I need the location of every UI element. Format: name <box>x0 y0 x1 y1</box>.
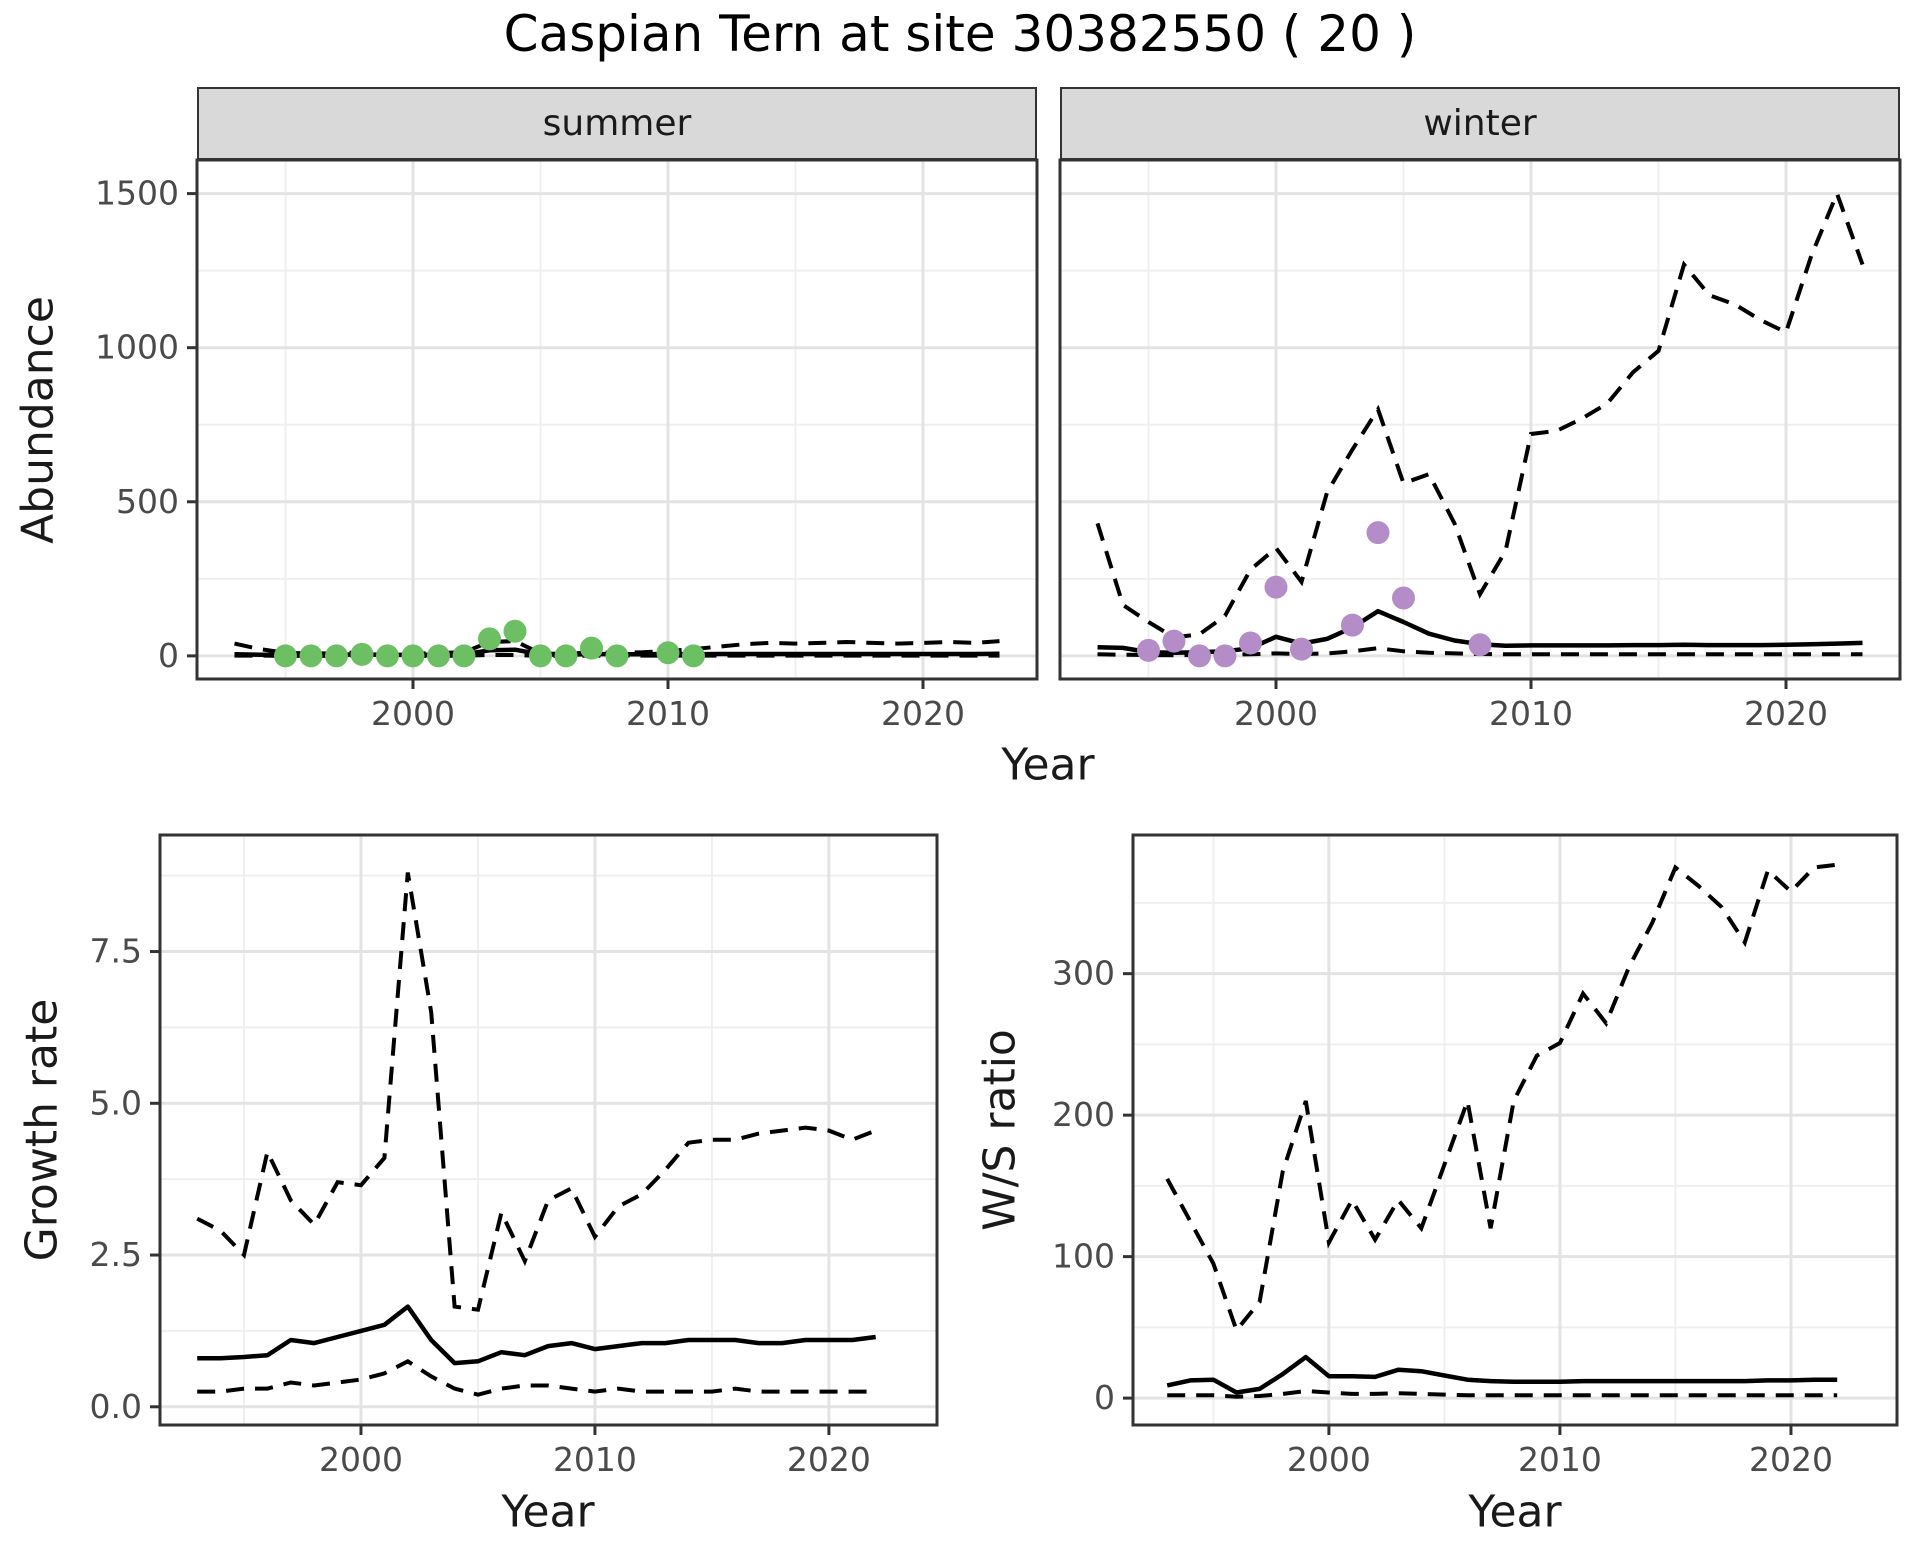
y-axis-title-abundance: Abundance <box>12 296 64 544</box>
series-upper-ci <box>196 872 877 1312</box>
data-point-summer <box>656 641 680 665</box>
data-point-winter <box>1340 613 1364 637</box>
data-point-summer <box>579 636 603 660</box>
y-tick-label: 0 <box>158 636 179 675</box>
data-point-winter <box>1238 631 1262 655</box>
y-tick-label: 1500 <box>95 174 179 213</box>
y-tick-label: 7.5 <box>90 932 142 971</box>
x-tick-label: 2020 <box>1744 694 1828 733</box>
data-point-summer <box>273 644 297 668</box>
data-point-summer <box>528 644 552 668</box>
data-point-summer <box>324 644 348 668</box>
data-point-winter <box>1289 637 1313 661</box>
x-tick-label: 2010 <box>1518 1440 1602 1479</box>
facet-strip-summer-label: summer <box>542 103 692 144</box>
x-tick-label: 2000 <box>319 1440 403 1479</box>
data-point-summer <box>605 644 629 668</box>
x-axis-title-year-ws-ratio: Year <box>1468 1486 1562 1538</box>
panel-border-growth <box>158 833 939 1427</box>
data-point-winter <box>1366 521 1390 545</box>
x-tick-label: 2020 <box>787 1440 871 1479</box>
y-tick-label: 2.5 <box>90 1235 142 1274</box>
series-upper-ci <box>1165 862 1838 1335</box>
data-point-winter <box>1136 638 1160 662</box>
data-point-winter <box>1187 644 1211 668</box>
x-tick-label: 2010 <box>553 1440 637 1479</box>
panel-border-ws <box>1131 833 1899 1427</box>
facet-strip-winter: winter <box>1060 87 1900 160</box>
series-median <box>197 1304 876 1366</box>
x-axis-title-year-top: Year <box>1001 739 1095 791</box>
data-point-summer <box>477 627 501 651</box>
y-tick-label: 0 <box>1094 1378 1115 1417</box>
series-lower-ci <box>197 1358 876 1397</box>
y-tick-label: 200 <box>1052 1095 1115 1134</box>
x-tick-label: 2010 <box>1489 694 1573 733</box>
y-tick-label: 5.0 <box>90 1083 142 1122</box>
x-axis-title-year-growth-rate: Year <box>501 1486 595 1538</box>
data-point-winter <box>1264 575 1288 599</box>
data-point-summer <box>682 644 706 668</box>
series-lower-ci <box>1167 1388 1838 1399</box>
chart-title: Caspian Tern at site 30382550 ( 20 ) <box>503 5 1417 63</box>
x-tick-label: 2000 <box>1234 694 1318 733</box>
data-point-winter <box>1162 629 1186 653</box>
panel-border-winter <box>1058 158 1902 681</box>
x-tick-label: 2020 <box>1749 1440 1833 1479</box>
data-point-winter <box>1468 633 1492 657</box>
data-point-summer <box>554 644 578 668</box>
y-tick-label: 500 <box>116 482 179 521</box>
x-tick-label: 2020 <box>881 694 965 733</box>
y-tick-label: 0.0 <box>90 1387 142 1426</box>
data-point-winter <box>1391 586 1415 610</box>
data-point-summer <box>375 644 399 668</box>
y-axis-title-ws-ratio: W/S ratio <box>974 1029 1026 1231</box>
data-point-summer <box>299 644 323 668</box>
x-tick-label: 2000 <box>1287 1440 1371 1479</box>
data-point-summer <box>503 619 527 643</box>
x-tick-label: 2010 <box>626 694 710 733</box>
data-point-summer <box>350 642 374 666</box>
series-upper-ci <box>1095 188 1865 640</box>
data-point-summer <box>401 644 425 668</box>
y-tick-label: 100 <box>1052 1237 1115 1276</box>
y-tick-label: 300 <box>1052 954 1115 993</box>
x-tick-label: 2000 <box>371 694 455 733</box>
y-axis-title-growth-rate: Growth rate <box>16 998 68 1262</box>
data-point-summer <box>452 644 476 668</box>
panel-border-summer <box>195 158 1039 681</box>
facet-strip-winter-label: winter <box>1423 103 1537 144</box>
facet-strip-summer: summer <box>197 87 1037 160</box>
data-point-winter <box>1213 644 1237 668</box>
y-tick-label: 1000 <box>95 328 179 367</box>
series-median <box>1166 1354 1838 1395</box>
data-point-summer <box>426 644 450 668</box>
